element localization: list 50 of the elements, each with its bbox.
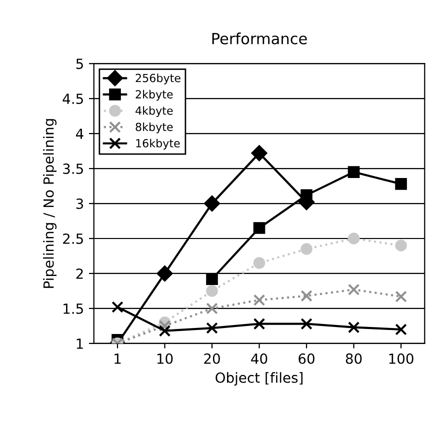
legend-label: 4kbyte (136, 106, 173, 117)
point (158, 324, 171, 337)
x-axis-title: Object [files] (216, 372, 303, 386)
y-tick-label: 4.5 (62, 94, 83, 104)
y-axis-title: Pipelining / No Pipelining (43, 119, 57, 288)
point (348, 321, 360, 334)
point (253, 318, 266, 330)
point (348, 166, 360, 178)
y-tick-label: 2.5 (63, 233, 83, 244)
point (206, 302, 218, 314)
point (206, 285, 218, 297)
point (156, 266, 173, 282)
point (395, 324, 407, 336)
y-tick-label: 3.5 (63, 164, 83, 174)
point (348, 232, 360, 244)
y-tick-label: 4 (76, 128, 84, 139)
x-tick-label: 40 (251, 353, 268, 364)
chart-title: Performance (212, 32, 307, 44)
y-tick-label: 3 (76, 198, 84, 209)
legend-label: 16kbyte (136, 138, 180, 150)
point (395, 240, 407, 252)
point (348, 284, 360, 296)
point (300, 189, 312, 202)
point (251, 145, 268, 162)
x-tick-label: 10 (157, 353, 173, 364)
point (204, 196, 220, 212)
point (206, 322, 218, 334)
legend-label: 2kbyte (136, 90, 173, 101)
point (158, 320, 171, 332)
point (395, 178, 407, 190)
y-tick-label: 2 (76, 268, 83, 279)
y-tick-label: 1.5 (64, 304, 83, 314)
x-tick-label: 100 (389, 353, 414, 364)
point (300, 318, 312, 330)
point (253, 257, 266, 269)
y-tick-label: 5 (76, 58, 83, 70)
point (395, 290, 407, 302)
y-tick-label: 1 (76, 338, 83, 349)
legend-label: 256byte (136, 74, 180, 84)
point (112, 301, 124, 313)
point (300, 243, 312, 255)
x-tick-label: 20 (204, 353, 220, 364)
x-tick-label: 80 (346, 353, 362, 364)
x-tick-label: 1 (114, 354, 121, 364)
legend-label: 8kbyte (136, 122, 173, 134)
point (253, 294, 266, 306)
point (300, 290, 312, 302)
point (253, 222, 266, 234)
x-tick-label: 60 (298, 353, 314, 364)
point (206, 273, 218, 285)
